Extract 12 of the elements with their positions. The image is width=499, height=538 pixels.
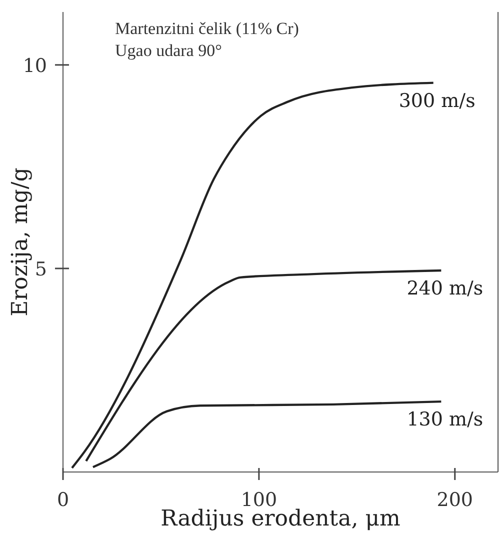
- line-series: [85, 269, 442, 462]
- y-tick-label: 10: [22, 54, 47, 77]
- x-tick-label: 0: [56, 489, 70, 511]
- line-series: [92, 400, 442, 468]
- x-tick-label: 200: [436, 489, 474, 511]
- annotation: Martenzitni čelik (11% Cr): [115, 18, 299, 40]
- series-label: 240 m/s: [406, 277, 484, 300]
- y-axis-title: Erozija, mg/g: [8, 168, 33, 316]
- annotation: Ugao udara 90°: [115, 40, 223, 62]
- series-label: 300 m/s: [398, 90, 476, 112]
- series-label: 130 m/s: [406, 408, 484, 431]
- y-tick-label: 5: [34, 258, 47, 280]
